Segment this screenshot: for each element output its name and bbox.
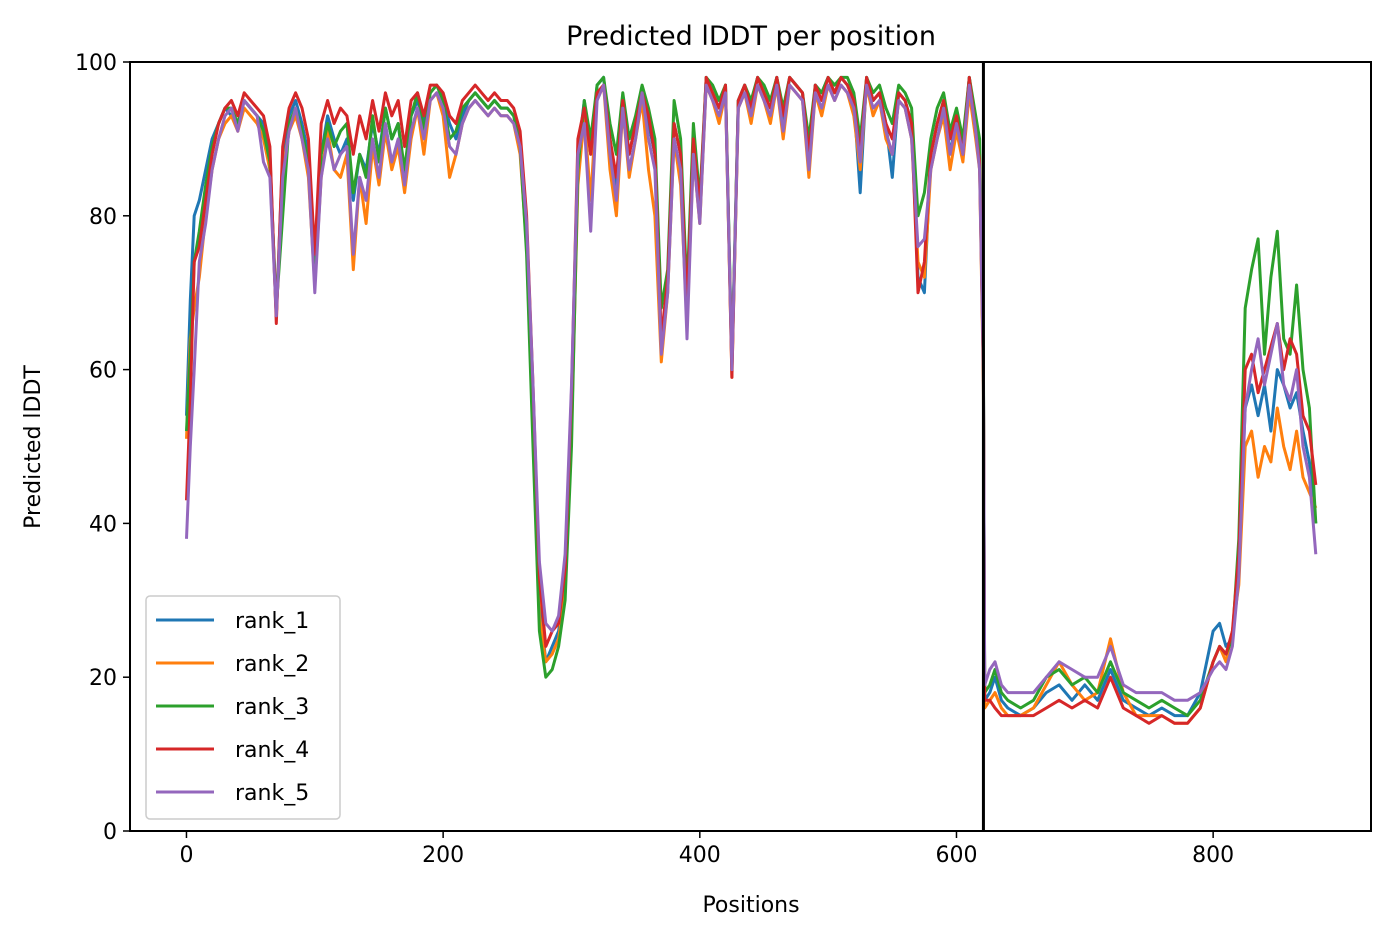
legend-label-rank_1: rank_1 (235, 609, 309, 634)
x-axis: 0 200 400 600 800 (179, 831, 1234, 868)
x-tick-label: 800 (1192, 843, 1234, 868)
series-layer (185, 75, 1318, 725)
y-tick-label: 60 (89, 359, 117, 384)
y-tick-label: 20 (89, 666, 117, 691)
y-axis-label: Predicted lDDT (21, 365, 46, 529)
x-axis-label: Positions (702, 893, 799, 918)
series-line-rank_5 (185, 83, 1318, 702)
legend-label-rank_2: rank_2 (235, 652, 309, 677)
y-tick-label: 80 (89, 205, 117, 230)
legend-label-rank_5: rank_5 (235, 781, 309, 806)
y-tick-label: 0 (103, 820, 117, 845)
legend-box (145, 595, 341, 820)
y-tick-label: 100 (75, 51, 117, 76)
legend-label-rank_3: rank_3 (235, 695, 309, 720)
x-tick-label: 400 (679, 843, 721, 868)
y-tick-label: 40 (89, 512, 117, 537)
chart-title: Predicted lDDT per position (566, 21, 936, 52)
x-tick-label: 0 (179, 843, 193, 868)
x-tick-label: 600 (935, 843, 977, 868)
legend-label-rank_4: rank_4 (235, 738, 309, 763)
legend: rank_1 rank_2 rank_3 rank_4 rank_5 (145, 595, 341, 820)
x-tick-label: 200 (422, 843, 464, 868)
y-axis: 0 20 40 60 80 100 (75, 51, 130, 845)
plot-frame (129, 61, 1372, 832)
